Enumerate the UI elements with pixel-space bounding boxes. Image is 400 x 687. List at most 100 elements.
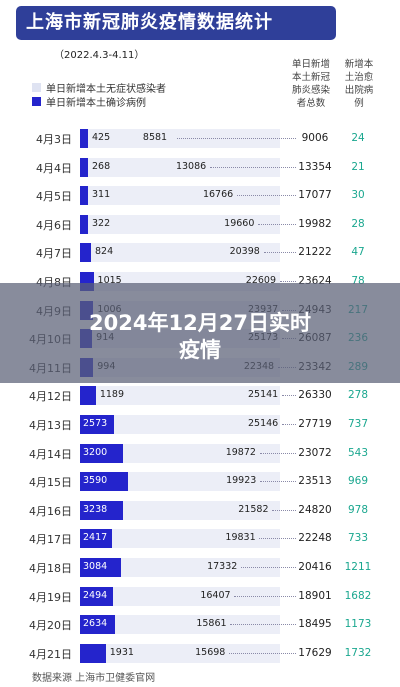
value-confirmed: 2417: [83, 532, 108, 544]
chart-row: 4月7日 824 20398 21222 47: [0, 240, 400, 265]
value-discharged: 24: [351, 132, 365, 144]
chart-row: 4月12日 1189 25141 26330 278: [0, 383, 400, 408]
leader-line: [279, 281, 296, 282]
leader-line: [272, 509, 296, 511]
bar-confirmed: [80, 214, 88, 234]
value-total: 19982: [298, 217, 332, 230]
value-confirmed: 3590: [83, 475, 108, 487]
chart-row: 4月21日 1931 15698 17629 1732: [0, 641, 400, 666]
value-asymptomatic: 8581: [142, 132, 168, 143]
legend: 单日新增本土无症状感染者 单日新增本土确诊病例: [32, 80, 166, 109]
category-label: 4月13日: [29, 419, 72, 432]
value-total: 21222: [298, 246, 332, 259]
value-discharged: 1732: [344, 646, 372, 659]
bar-background: [80, 243, 280, 263]
value-asymptomatic: 22609: [245, 275, 277, 286]
column-header-discharged: 新增本 土治愈 出院病 例: [344, 58, 374, 110]
value-confirmed: 2573: [83, 418, 108, 429]
category-label: 4月7日: [36, 247, 72, 261]
column-header-total-line: 肺炎感染: [291, 85, 330, 96]
bar-background: [80, 472, 280, 492]
value-asymptomatic: 21582: [238, 503, 269, 515]
value-total: 17077: [298, 189, 332, 202]
value-asymptomatic: 15698: [195, 646, 226, 658]
bar-confirmed: [80, 386, 96, 406]
value-confirmed: 3084: [83, 561, 108, 572]
column-header-discharged-line: 例: [354, 98, 364, 109]
bar-background: [80, 615, 280, 635]
bar-confirmed: [80, 472, 128, 492]
bar-confirmed: [80, 615, 116, 635]
value-total: 9006: [301, 132, 329, 144]
bar-background: [80, 586, 280, 606]
category-label: 4月17日: [29, 533, 72, 547]
category-label: 4月14日: [29, 447, 72, 461]
bar-background: [80, 214, 280, 234]
column-header-total-line: 单日新增: [291, 59, 330, 70]
value-confirmed: 1931: [109, 646, 134, 658]
bar-confirmed: [80, 558, 122, 577]
category-label: 4月3日: [36, 133, 72, 146]
value-discharged: 30: [351, 189, 365, 202]
bar-confirmed: [80, 443, 123, 463]
value-discharged: 737: [347, 418, 369, 430]
value-discharged: 1173: [344, 618, 372, 631]
bar-confirmed: [80, 129, 88, 148]
chart-row: 4月15日 3590 19923 23513 969: [0, 469, 400, 494]
bar-background: [80, 558, 280, 577]
column-header-total-line: 者总数: [296, 98, 326, 109]
bar-confirmed: [80, 586, 114, 606]
bar-confirmed: [80, 243, 91, 263]
column-header-total-line: 本土新冠: [291, 72, 330, 83]
value-asymptomatic: 15861: [196, 618, 227, 630]
value-total: 17629: [298, 646, 332, 659]
chart-row: 4月19日 2494 16407 18901 1682: [0, 584, 400, 609]
value-total: 23072: [298, 446, 332, 459]
value-confirmed: 824: [94, 246, 114, 258]
value-asymptomatic: 16766: [202, 189, 234, 201]
value-total: 26330: [298, 389, 332, 402]
overlay-banner: [0, 283, 400, 383]
value-discharged: 1682: [344, 589, 372, 602]
chart-row: 4月17日 2417 19831 22248 733: [0, 526, 400, 551]
chart-title: 上海市新冠肺炎疫情数据统计: [16, 6, 336, 40]
value-confirmed: 322: [92, 217, 111, 229]
category-label: 4月21日: [29, 647, 72, 661]
leader-line: [258, 223, 296, 225]
legend-swatch-confirmed: [32, 96, 41, 106]
chart-row: 4月18日 3084 17332 20416 1211: [0, 555, 400, 580]
chart-row: 4月14日 3200 19872 23072 543: [0, 441, 400, 466]
leader-line: [259, 538, 296, 540]
value-total: 20416: [298, 561, 332, 573]
value-discharged: 733: [347, 532, 369, 545]
chart-row: 4月4日 268 13086 13354 21: [0, 155, 400, 180]
bar-confirmed: [80, 529, 113, 549]
bar-background: [80, 500, 280, 520]
legend-item-confirmed: 单日新增本土确诊病例: [32, 94, 166, 109]
data-source: 数据来源 上海市卫健委官网: [32, 673, 156, 684]
value-asymptomatic: 25141: [248, 389, 279, 401]
bar-background: [80, 643, 280, 663]
category-label: 4月6日: [36, 218, 72, 232]
chart-row: 4月16日 3238 21582 24820 978: [0, 498, 400, 523]
value-total: 18495: [298, 618, 332, 631]
value-confirmed: 1015: [97, 275, 122, 286]
value-asymptomatic: 19923: [226, 475, 257, 487]
value-asymptomatic: 25146: [248, 418, 279, 429]
leader-line: [229, 652, 296, 654]
category-label: 4月20日: [29, 619, 72, 633]
value-confirmed: 2634: [83, 618, 108, 630]
value-confirmed: 1189: [99, 389, 125, 401]
value-asymptomatic: 19831: [225, 532, 256, 544]
bar-background: [80, 415, 280, 434]
category-label: 4月19日: [29, 590, 72, 604]
overlay-caption-line: 2024年12月27日实时: [89, 311, 311, 335]
leader-line: [236, 195, 296, 197]
bar-confirmed: [80, 415, 115, 434]
category-label: 4月15日: [29, 476, 72, 490]
chart-row: 4月20日 2634 15861 18495 1173: [0, 612, 400, 637]
column-header-discharged-line: 新增本: [344, 59, 374, 70]
legend-item-asymptomatic: 单日新增本土无症状感染者: [32, 80, 166, 95]
date-range: （2022.4.3-4.11）: [54, 50, 145, 61]
value-asymptomatic: 19872: [225, 446, 256, 458]
